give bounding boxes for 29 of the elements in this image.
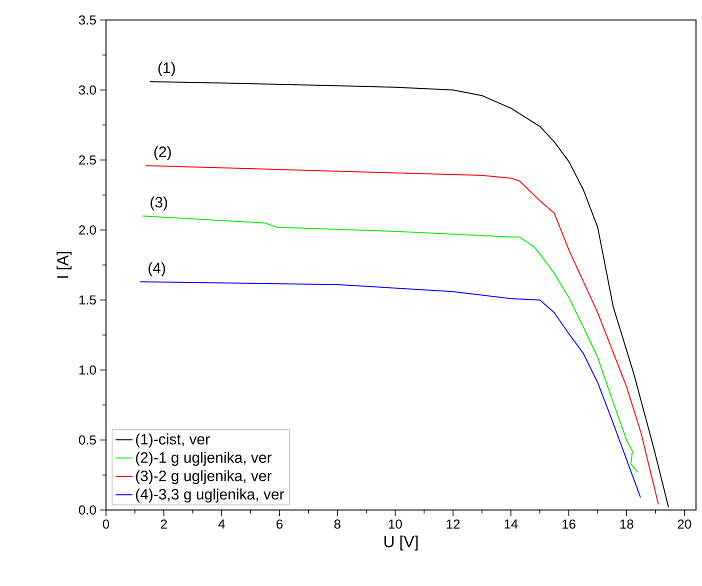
y-tick-label: 1.0 xyxy=(79,365,96,375)
x-tick-label: 14 xyxy=(504,520,518,528)
x-tick-label: 10 xyxy=(388,520,402,529)
x-tick-label: 8 xyxy=(334,520,340,529)
x-tick-label: 20 xyxy=(678,520,692,529)
y-tick-label: 2.5 xyxy=(79,155,96,165)
y-tick-label: 3.0 xyxy=(78,85,96,95)
x-tick-label: 18 xyxy=(620,520,634,529)
x-tick-label: 4 xyxy=(218,520,225,528)
y-tick-label: 2.0 xyxy=(79,225,96,235)
legend-label: (2)-1 g ugljenika, ver xyxy=(136,452,272,466)
legend-label: (1)-cist, ver xyxy=(136,434,210,448)
y-axis-title: I [A] xyxy=(56,252,72,278)
legend-label: (4)-3,3 g ugljenika, ver xyxy=(136,488,284,503)
x-tick-label: 12 xyxy=(446,520,460,529)
x-tick-label: 16 xyxy=(562,520,576,529)
x-axis-title: U [V] xyxy=(384,536,418,550)
annotation: (1) xyxy=(158,62,175,76)
annotation: (4) xyxy=(148,262,166,276)
legend-label: (3)-2 g ugljenika, ver xyxy=(136,470,272,484)
y-tick-label: 0.5 xyxy=(78,435,96,445)
annotation: (2) xyxy=(154,146,171,160)
x-tick-label: 0 xyxy=(102,520,110,529)
y-tick-label: 3.5 xyxy=(78,15,96,25)
x-tick-label: 6 xyxy=(276,520,283,529)
y-tick-label: 1.5 xyxy=(79,295,96,305)
x-tick-label: 2 xyxy=(160,520,167,529)
y-tick-label: 0.0 xyxy=(78,505,96,515)
annotation: (3) xyxy=(150,196,168,210)
